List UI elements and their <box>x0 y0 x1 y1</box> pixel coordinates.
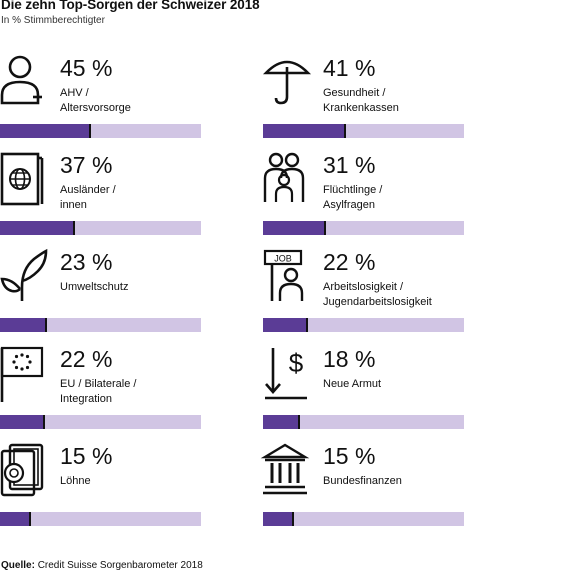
percent-value: 31 % <box>323 152 376 178</box>
category-label: Arbeitslosigkeit / Jugendarbeitslosigkei… <box>323 281 432 308</box>
category-label: AHV / Altersvorsorge <box>60 87 131 114</box>
percent-value: 45 % <box>60 55 113 81</box>
worry-card: 37 % Ausländer / innen <box>0 152 205 238</box>
percent-bar-track <box>263 512 464 526</box>
percent-bar-track <box>263 318 464 332</box>
category-label: Löhne <box>60 475 91 487</box>
umbrella-icon <box>262 55 312 115</box>
plant-icon <box>0 248 48 309</box>
dollar-sign-text: $ <box>289 348 304 378</box>
chart-title: Die zehn Top-Sorgen der Schweizer 2018 <box>1 0 260 12</box>
worry-card: JOB 22 % Arbeitslosigkeit / Jugendarbeits… <box>263 249 468 335</box>
percent-value: 41 % <box>323 55 376 81</box>
percent-bar-marker <box>73 221 76 235</box>
category-label: Umweltschutz <box>60 281 129 293</box>
source-label: Quelle: <box>1 560 35 571</box>
percent-bar-fill <box>0 124 91 138</box>
percent-bar-fill <box>263 512 294 526</box>
percent-bar-marker <box>89 124 92 138</box>
category-label: Flüchtlinge / Asylfragen <box>323 184 383 211</box>
percent-value: 22 % <box>60 346 113 372</box>
category-label: Ausländer / innen <box>60 184 116 211</box>
percent-bar <box>0 124 201 138</box>
percent-bar <box>263 124 464 138</box>
percent-value: 15 % <box>60 443 113 469</box>
family-icon <box>263 152 311 212</box>
percent-bar <box>0 221 201 235</box>
category-label: EU / Bilaterale / Integration <box>60 378 137 405</box>
percent-bar-marker <box>45 318 48 332</box>
job-sign-text: JOB <box>274 254 292 264</box>
passport-icon <box>0 152 48 212</box>
percent-bar-marker <box>306 318 309 332</box>
dollar-down-icon: $ <box>263 346 311 406</box>
percent-value: 15 % <box>323 443 376 469</box>
percent-bar <box>0 512 201 526</box>
percent-bar <box>0 415 201 429</box>
worry-card: 31 % Flüchtlinge / Asylfragen <box>263 152 468 238</box>
percent-bar <box>0 318 201 332</box>
percent-bar-fill <box>0 512 31 526</box>
percent-bar <box>263 221 464 235</box>
percent-bar-track <box>0 512 201 526</box>
percent-value: 37 % <box>60 152 113 178</box>
percent-bar-marker <box>324 221 327 235</box>
percent-bar <box>263 512 464 526</box>
worry-card: 22 % EU / Bilaterale / Integration <box>0 346 205 432</box>
percent-value: 18 % <box>323 346 376 372</box>
percent-value: 22 % <box>323 249 376 275</box>
government-building-icon <box>260 443 311 503</box>
category-label: Bundesfinanzen <box>323 475 402 487</box>
percent-bar-track <box>0 318 201 332</box>
percent-bar-marker <box>292 512 295 526</box>
percent-bar-fill <box>0 415 45 429</box>
source-text: Credit Suisse Sorgenbarometer 2018 <box>37 560 203 571</box>
percent-bar-marker <box>29 512 32 526</box>
percent-bar-fill <box>263 318 308 332</box>
percent-bar-marker <box>344 124 347 138</box>
person-icon <box>0 55 48 115</box>
worry-card: 15 % Löhne <box>0 443 205 529</box>
percent-bar-fill <box>263 415 300 429</box>
chart-subtitle: In % Stimmberechtigter <box>1 15 105 26</box>
percent-bar-marker <box>298 415 301 429</box>
worry-card: $18 % Neue Armut <box>263 346 468 432</box>
percent-bar-fill <box>0 221 75 235</box>
percent-bar-fill <box>263 221 326 235</box>
percent-bar <box>263 318 464 332</box>
worry-card: 45 % AHV / Altersvorsorge <box>0 55 205 141</box>
worry-card: 15 % Bundesfinanzen <box>260 443 468 529</box>
job-sign-icon: JOB <box>263 249 311 309</box>
eu-flag-icon <box>0 346 48 406</box>
percent-bar-marker <box>43 415 46 429</box>
percent-value: 23 % <box>60 249 113 275</box>
percent-bar-track <box>263 415 464 429</box>
source-note: Quelle: Credit Suisse Sorgenbarometer 20… <box>1 560 203 571</box>
percent-bar-track <box>0 415 201 429</box>
category-label: Neue Armut <box>323 378 382 390</box>
percent-bar-fill <box>263 124 346 138</box>
worry-card: 23 % Umweltschutz <box>0 248 205 335</box>
percent-bar-fill <box>0 318 47 332</box>
worry-card: 41 % Gesundheit / Krankenkassen <box>262 55 468 141</box>
money-icon <box>0 443 48 503</box>
category-label: Gesundheit / Krankenkassen <box>323 87 399 114</box>
percent-bar <box>263 415 464 429</box>
